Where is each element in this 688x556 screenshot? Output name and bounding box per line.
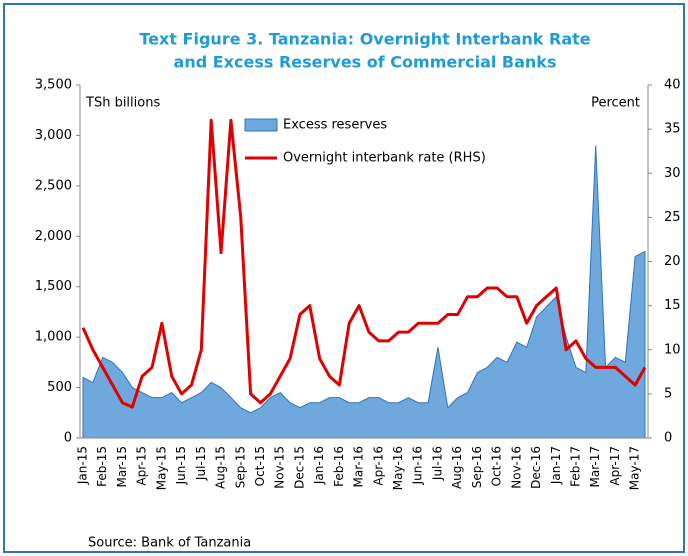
chart-title: Text Figure 3. Tanzania: Overnight Inter… (139, 30, 590, 49)
y-tick-label: 1,000 (35, 330, 72, 345)
source: Source: Bank of Tanzania (88, 536, 251, 551)
y2-tick-label: 0 (664, 431, 672, 446)
x-tick-label: Dec-16 (529, 446, 543, 489)
line (81, 118, 647, 409)
y-axis-label: TSh billions (85, 96, 160, 111)
x-tick-label: Mar-17 (588, 446, 602, 487)
x-tick-label: Apr-17 (608, 446, 622, 486)
x-tick-label: Dec-15 (292, 446, 306, 489)
x-tick-label: Nov-16 (509, 446, 523, 489)
x-tick-label: May-17 (628, 446, 642, 490)
legend-swatch (244, 118, 278, 132)
x-tick-label: Mar-15 (115, 446, 129, 487)
x-tick-label: Aug-16 (450, 446, 464, 489)
x-tick-label: Jan-15 (76, 446, 90, 485)
x-tick-label: Jan-16 (312, 446, 326, 485)
x-tick-label: Jun-16 (411, 446, 425, 485)
x-tick-label: Apr-16 (371, 446, 385, 486)
x-tick-label: Oct-15 (253, 446, 267, 486)
y-tick-label: 500 (47, 380, 72, 395)
x-tick-label: Sep-15 (233, 446, 247, 488)
x-tick-label: May-16 (391, 446, 405, 490)
x-tick-label: Sep-16 (470, 446, 484, 488)
y2-tick-label: 30 (664, 166, 681, 181)
x-tick-label: Jul-15 (194, 446, 208, 481)
x-tick-label: Apr-15 (135, 446, 149, 486)
x-tick-label: Feb-15 (95, 446, 109, 487)
x-tick-label: Nov-15 (273, 446, 287, 489)
y-tick-label: 2,000 (35, 229, 72, 244)
y-tick-label: 2,500 (35, 178, 72, 193)
legend-label: Excess reserves (283, 118, 387, 133)
y2-tick-label: 10 (664, 342, 681, 357)
y2-axis-label: Percent (591, 96, 640, 111)
y-tick-label: 3,500 (35, 78, 72, 93)
y-tick-label: 1,500 (35, 279, 72, 294)
chart-title: and Excess Reserves of Commercial Banks (174, 53, 557, 72)
y2-tick-label: 40 (664, 78, 681, 93)
x-tick-label: Feb-16 (332, 446, 346, 487)
x-tick-label: Jun-15 (174, 446, 188, 485)
y2-tick-label: 35 (664, 122, 681, 137)
y2-tick-label: 25 (664, 210, 681, 225)
x-tick-label: Aug-15 (214, 446, 228, 489)
x-tick-label: Jul-16 (430, 446, 444, 481)
y2-tick-label: 20 (664, 254, 681, 269)
y-tick-label: 3,000 (35, 128, 72, 143)
x-tick-label: Feb-17 (568, 446, 582, 487)
x-tick-label: Mar-16 (352, 446, 366, 487)
x-tick-label: Oct-16 (490, 446, 504, 486)
legend-label: Overnight interbank rate (RHS) (283, 151, 486, 166)
x-tick-label: May-15 (154, 446, 168, 490)
area (82, 145, 646, 439)
frame (3, 3, 685, 553)
x-tick-label: Jan-17 (549, 446, 563, 485)
y2-tick-label: 5 (664, 386, 672, 401)
y-tick-label: 0 (64, 431, 72, 446)
y2-tick-label: 15 (664, 298, 681, 313)
